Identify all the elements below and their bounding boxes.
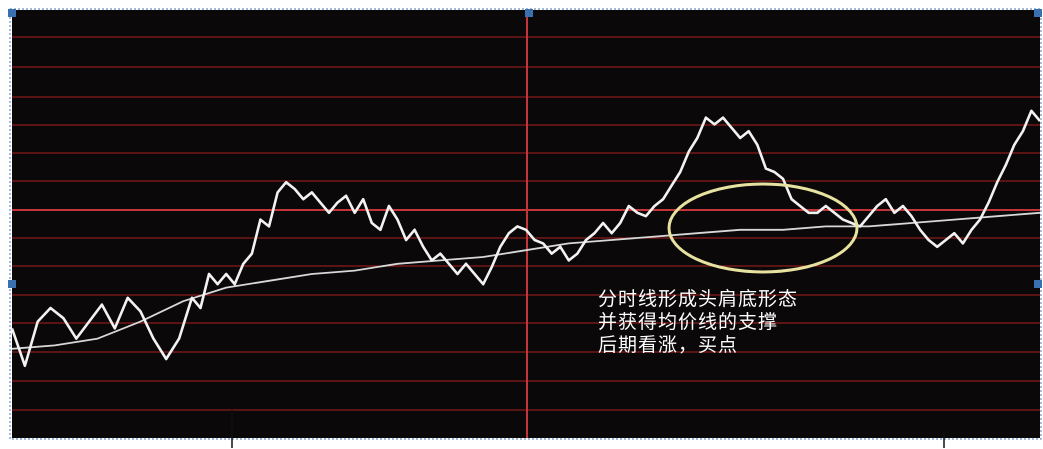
annotation-line-3: 后期看涨，买点 (598, 334, 739, 356)
selection-handle (8, 9, 16, 17)
annotation-text: 分时线形成头肩底形态 并获得均价线的支撑 后期看涨，买点 (598, 288, 798, 357)
selection-border (9, 8, 1042, 440)
selection-handle (1034, 280, 1042, 288)
selection-handle (1034, 9, 1042, 17)
highlight-ellipse (667, 182, 859, 274)
selection-handle (525, 9, 533, 17)
price-line (10, 109, 1041, 368)
average-price-line (11, 211, 1041, 350)
annotation-line-2: 并获得均价线的支撑 (598, 311, 779, 333)
annotation-line-1: 分时线形成头肩底形态 (598, 288, 799, 310)
selection-handle (8, 280, 16, 288)
